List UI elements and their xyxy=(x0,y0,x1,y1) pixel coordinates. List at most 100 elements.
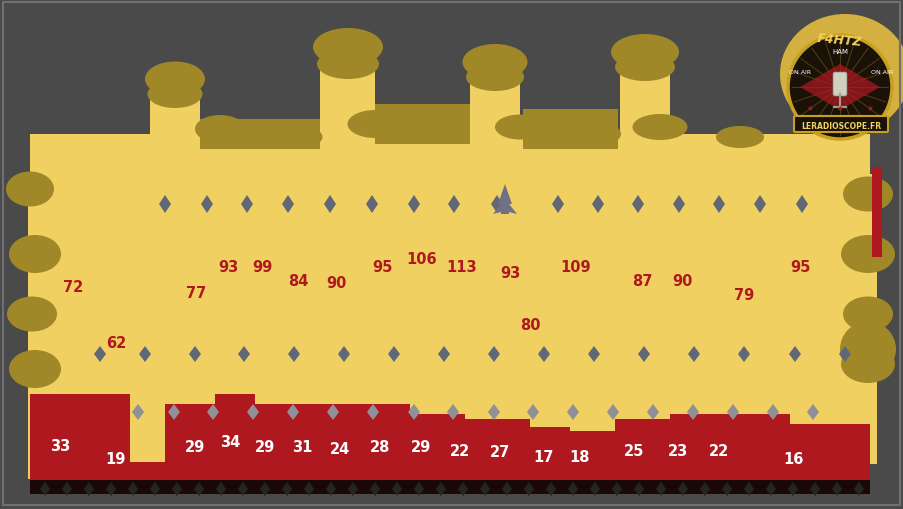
Polygon shape xyxy=(699,482,709,496)
Polygon shape xyxy=(552,195,563,214)
Bar xyxy=(30,464,869,494)
Polygon shape xyxy=(407,404,420,420)
Polygon shape xyxy=(150,482,160,496)
Polygon shape xyxy=(348,482,358,496)
Polygon shape xyxy=(303,482,313,496)
Text: 16: 16 xyxy=(783,451,804,467)
Text: ★: ★ xyxy=(835,103,842,112)
Text: 29: 29 xyxy=(185,440,205,455)
Text: 93: 93 xyxy=(218,260,237,275)
Circle shape xyxy=(787,36,891,140)
Polygon shape xyxy=(721,482,731,496)
Polygon shape xyxy=(327,404,339,420)
Text: HAM: HAM xyxy=(831,49,847,55)
Bar xyxy=(614,419,675,467)
Text: 28: 28 xyxy=(369,440,390,455)
Polygon shape xyxy=(216,482,226,496)
Text: 17: 17 xyxy=(534,449,554,465)
Bar xyxy=(30,135,869,484)
Polygon shape xyxy=(139,346,151,362)
Text: 29: 29 xyxy=(255,440,275,455)
Polygon shape xyxy=(438,346,450,362)
Ellipse shape xyxy=(840,236,894,273)
Ellipse shape xyxy=(779,15,903,135)
Ellipse shape xyxy=(347,111,402,139)
Polygon shape xyxy=(282,482,292,496)
Ellipse shape xyxy=(462,45,527,81)
Text: ON AIR: ON AIR xyxy=(788,69,810,74)
Ellipse shape xyxy=(632,115,687,140)
Polygon shape xyxy=(806,404,818,420)
Text: 23: 23 xyxy=(667,444,687,459)
Polygon shape xyxy=(446,404,459,420)
Text: ON AIR: ON AIR xyxy=(870,69,892,74)
Text: 25: 25 xyxy=(623,444,644,459)
Polygon shape xyxy=(838,346,850,362)
Text: 62: 62 xyxy=(106,336,126,351)
Text: 80: 80 xyxy=(519,317,540,332)
Ellipse shape xyxy=(495,115,545,140)
Polygon shape xyxy=(159,195,171,214)
Polygon shape xyxy=(498,185,511,215)
Polygon shape xyxy=(809,482,819,496)
Ellipse shape xyxy=(610,35,678,71)
Polygon shape xyxy=(84,482,94,496)
Text: 93: 93 xyxy=(499,266,519,281)
Bar xyxy=(410,414,464,467)
Ellipse shape xyxy=(842,297,892,332)
Polygon shape xyxy=(490,195,502,214)
Ellipse shape xyxy=(614,54,675,82)
Bar xyxy=(215,394,255,409)
Polygon shape xyxy=(631,195,643,214)
Polygon shape xyxy=(189,346,200,362)
Polygon shape xyxy=(537,346,549,362)
Polygon shape xyxy=(194,482,204,496)
Polygon shape xyxy=(237,482,247,496)
FancyBboxPatch shape xyxy=(793,117,887,133)
Ellipse shape xyxy=(277,127,322,149)
Polygon shape xyxy=(168,404,180,420)
Polygon shape xyxy=(479,482,489,496)
Polygon shape xyxy=(172,482,182,496)
Bar xyxy=(150,80,200,180)
Ellipse shape xyxy=(715,127,763,149)
Polygon shape xyxy=(414,482,424,496)
Polygon shape xyxy=(567,482,577,496)
Bar xyxy=(529,427,570,467)
Text: 79: 79 xyxy=(733,288,753,303)
Polygon shape xyxy=(282,195,293,214)
Text: 19: 19 xyxy=(106,451,126,467)
Polygon shape xyxy=(656,482,666,496)
Polygon shape xyxy=(686,404,698,420)
Bar xyxy=(464,419,529,467)
Bar xyxy=(567,431,622,467)
Polygon shape xyxy=(200,195,213,214)
Text: F4HTZ: F4HTZ xyxy=(816,32,862,48)
Polygon shape xyxy=(545,482,555,496)
Text: LERADIOSCOPE.FR: LERADIOSCOPE.FR xyxy=(800,121,880,130)
Text: 34: 34 xyxy=(219,435,240,449)
Ellipse shape xyxy=(144,63,205,97)
Text: 95: 95 xyxy=(789,259,809,274)
Text: 24: 24 xyxy=(330,442,349,457)
Ellipse shape xyxy=(9,236,61,273)
Polygon shape xyxy=(647,404,658,420)
Text: 99: 99 xyxy=(252,260,272,275)
Polygon shape xyxy=(392,482,402,496)
Polygon shape xyxy=(62,482,72,496)
Polygon shape xyxy=(743,482,753,496)
Polygon shape xyxy=(260,482,270,496)
Polygon shape xyxy=(247,404,259,420)
Polygon shape xyxy=(448,195,460,214)
Ellipse shape xyxy=(839,322,895,377)
Bar xyxy=(669,414,789,467)
Polygon shape xyxy=(458,482,468,496)
Text: 22: 22 xyxy=(450,444,470,459)
Text: 90: 90 xyxy=(325,276,346,291)
Polygon shape xyxy=(611,482,621,496)
Text: 77: 77 xyxy=(186,286,206,301)
Text: ★: ★ xyxy=(805,103,813,112)
Polygon shape xyxy=(726,404,738,420)
Polygon shape xyxy=(712,195,724,214)
Polygon shape xyxy=(488,346,499,362)
